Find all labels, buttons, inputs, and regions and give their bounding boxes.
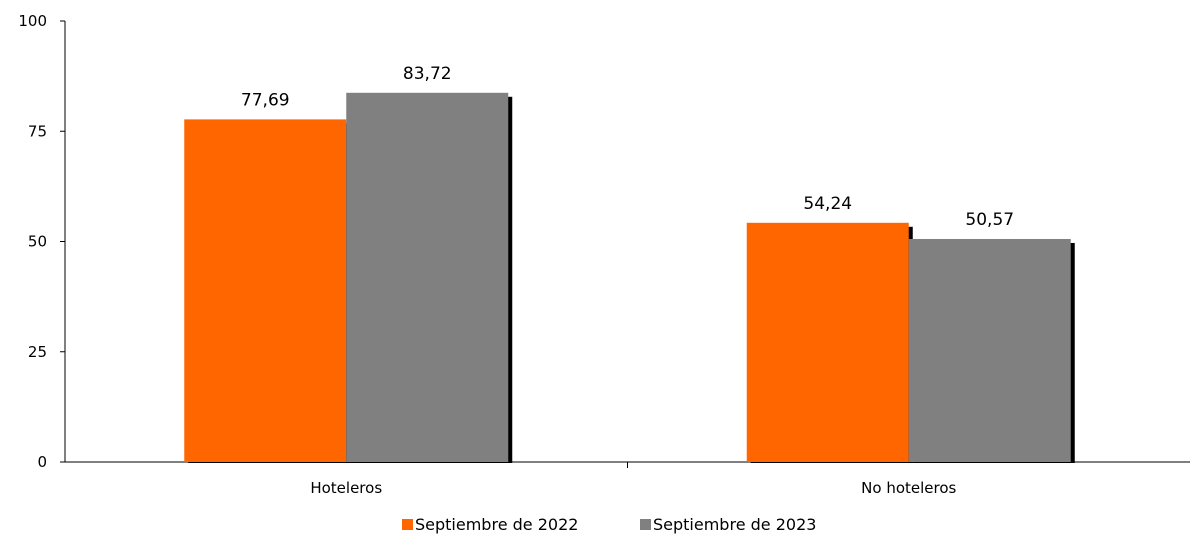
data-labels: 77,69 83,72 54,24 50,57 [241,64,1014,230]
legend: Septiembre de 2022 Septiembre de 2023 [402,515,816,534]
legend-label: Septiembre de 2023 [653,515,816,534]
legend-swatch [640,519,651,530]
bar-sep-2023 [908,238,1071,462]
bars [184,92,1075,464]
legend-swatch [402,519,413,530]
y-tick-label: 100 [18,12,47,30]
y-tick-label: 0 [37,453,47,471]
y-tick-label: 50 [28,233,47,251]
bar-sep-2022 [184,119,347,463]
y-tick-label: 25 [28,343,47,361]
data-label: 50,57 [965,210,1014,230]
x-category-label: No hoteleros [861,479,956,497]
bar-sep-2023 [346,92,509,462]
data-label: 83,72 [403,64,452,84]
x-category-label: Hoteleros [310,479,382,497]
legend-label: Septiembre de 2022 [415,515,578,534]
bar-sep-2022 [746,222,909,462]
y-tick-label: 75 [28,122,47,140]
data-label: 54,24 [803,194,852,214]
data-label: 77,69 [241,90,290,110]
